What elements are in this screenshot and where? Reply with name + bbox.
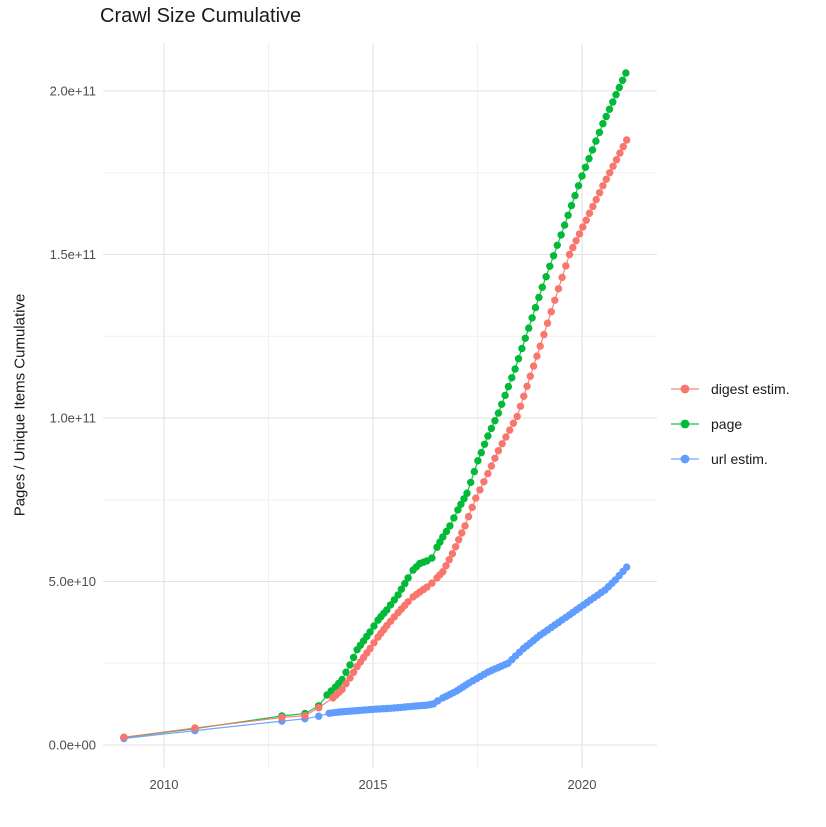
legend-key-icon [671, 454, 699, 463]
x-tick-label: 2020 [568, 777, 597, 792]
y-tick-label: 0.0e+00 [49, 738, 96, 753]
y-axis-labels: 0.0e+00 5.0e+10 1.0e+11 1.5e+11 2.0e+11 [49, 84, 96, 753]
legend-key-icon [671, 384, 699, 393]
y-tick-label: 1.0e+11 [50, 411, 96, 426]
chart-title: Crawl Size Cumulative [100, 5, 302, 27]
legend-label: digest estim. [711, 380, 790, 397]
series-digest-estim [120, 136, 631, 741]
legend-label: page [711, 415, 743, 432]
legend-item-digest-estim: digest estim. [670, 371, 790, 406]
legend-item-url-estim: url estim. [670, 441, 790, 476]
y-tick-label: 1.5e+11 [50, 247, 96, 262]
y-axis-title: Pages / Unique Items Cumulative [11, 293, 29, 517]
legend-key-icon [671, 419, 699, 428]
legend-item-page: page [670, 406, 790, 441]
x-tick-label: 2015 [359, 777, 388, 792]
gridlines-minor [103, 43, 657, 768]
legend-label: url estim. [711, 450, 768, 467]
series-url-estim [120, 563, 631, 743]
gridlines-major [103, 43, 657, 768]
x-axis-labels: 2010 2015 2020 [150, 777, 597, 792]
legend: digest estim. page url estim. [670, 371, 790, 476]
x-tick-label: 2010 [150, 777, 179, 792]
y-tick-label: 2.0e+11 [50, 84, 96, 99]
y-tick-label: 5.0e+10 [49, 574, 96, 589]
